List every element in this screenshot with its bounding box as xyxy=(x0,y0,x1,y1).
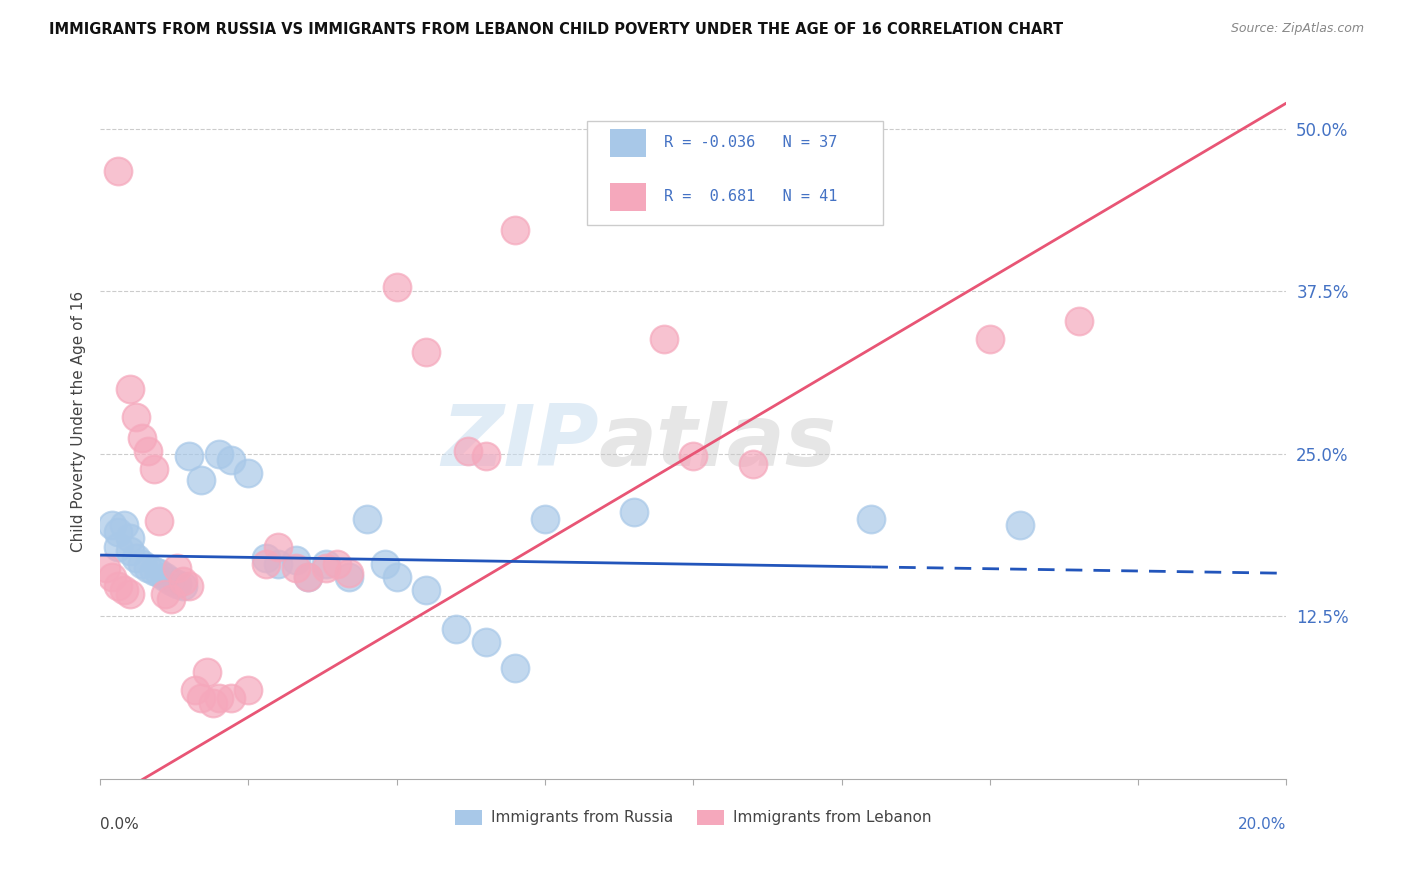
Point xyxy=(94,561,117,575)
Point xyxy=(172,574,194,588)
Point xyxy=(101,570,124,584)
Point xyxy=(166,561,188,575)
Legend: Immigrants from Russia, Immigrants from Lebanon: Immigrants from Russia, Immigrants from … xyxy=(449,804,938,831)
Point xyxy=(315,561,337,575)
Point xyxy=(131,431,153,445)
Point xyxy=(1008,518,1031,533)
Point xyxy=(326,557,349,571)
Text: 20.0%: 20.0% xyxy=(1239,817,1286,832)
Point xyxy=(107,524,129,539)
Text: IMMIGRANTS FROM RUSSIA VS IMMIGRANTS FROM LEBANON CHILD POVERTY UNDER THE AGE OF: IMMIGRANTS FROM RUSSIA VS IMMIGRANTS FRO… xyxy=(49,22,1063,37)
Point xyxy=(385,280,408,294)
Point xyxy=(155,587,177,601)
Point xyxy=(112,583,135,598)
Point xyxy=(142,564,165,578)
Point xyxy=(457,444,479,458)
Point xyxy=(337,566,360,581)
Point xyxy=(112,518,135,533)
Point xyxy=(125,410,148,425)
Text: 0.0%: 0.0% xyxy=(100,817,139,832)
Point xyxy=(118,382,141,396)
Point xyxy=(219,453,242,467)
Point xyxy=(107,579,129,593)
Point xyxy=(415,583,437,598)
Point xyxy=(385,570,408,584)
FancyBboxPatch shape xyxy=(586,121,883,225)
Point xyxy=(201,696,224,710)
Point xyxy=(682,450,704,464)
Point xyxy=(652,333,675,347)
Point xyxy=(118,587,141,601)
Point xyxy=(107,163,129,178)
Point xyxy=(142,462,165,476)
Point xyxy=(136,561,159,575)
Point xyxy=(444,622,467,636)
Point xyxy=(160,574,183,588)
Point xyxy=(184,683,207,698)
Point xyxy=(505,223,527,237)
Point xyxy=(208,690,231,705)
Point xyxy=(741,457,763,471)
Point xyxy=(267,557,290,571)
Point xyxy=(1067,314,1090,328)
Point xyxy=(534,512,557,526)
Point xyxy=(208,447,231,461)
Y-axis label: Child Poverty Under the Age of 16: Child Poverty Under the Age of 16 xyxy=(72,291,86,552)
Point xyxy=(107,541,129,555)
Point xyxy=(125,550,148,565)
Point xyxy=(238,683,260,698)
Point xyxy=(118,531,141,545)
FancyBboxPatch shape xyxy=(610,183,645,211)
Point xyxy=(131,557,153,571)
Point xyxy=(136,444,159,458)
Point xyxy=(254,557,277,571)
Point xyxy=(155,570,177,584)
Point xyxy=(172,579,194,593)
Point xyxy=(238,467,260,481)
FancyBboxPatch shape xyxy=(610,129,645,157)
Point xyxy=(337,570,360,584)
Point xyxy=(356,512,378,526)
Text: R =  0.681   N = 41: R = 0.681 N = 41 xyxy=(664,189,837,203)
Point xyxy=(177,579,200,593)
Point xyxy=(474,450,496,464)
Point xyxy=(166,576,188,591)
Point xyxy=(148,514,170,528)
Point xyxy=(177,450,200,464)
Point xyxy=(505,661,527,675)
Point xyxy=(190,690,212,705)
Point xyxy=(219,690,242,705)
Text: Source: ZipAtlas.com: Source: ZipAtlas.com xyxy=(1230,22,1364,36)
Point xyxy=(284,553,307,567)
Point xyxy=(195,665,218,679)
Point xyxy=(267,541,290,555)
Point xyxy=(190,473,212,487)
Text: R = -0.036   N = 37: R = -0.036 N = 37 xyxy=(664,136,837,150)
Point xyxy=(474,635,496,649)
Point xyxy=(297,570,319,584)
Point xyxy=(284,561,307,575)
Point xyxy=(374,557,396,571)
Point xyxy=(415,345,437,359)
Point xyxy=(101,518,124,533)
Point xyxy=(979,333,1001,347)
Point xyxy=(860,512,883,526)
Text: ZIP: ZIP xyxy=(440,401,599,484)
Point xyxy=(118,544,141,558)
Text: atlas: atlas xyxy=(599,401,837,484)
Point xyxy=(254,550,277,565)
Point xyxy=(315,557,337,571)
Point xyxy=(623,505,645,519)
Point xyxy=(148,566,170,581)
Point xyxy=(160,592,183,607)
Point xyxy=(297,570,319,584)
